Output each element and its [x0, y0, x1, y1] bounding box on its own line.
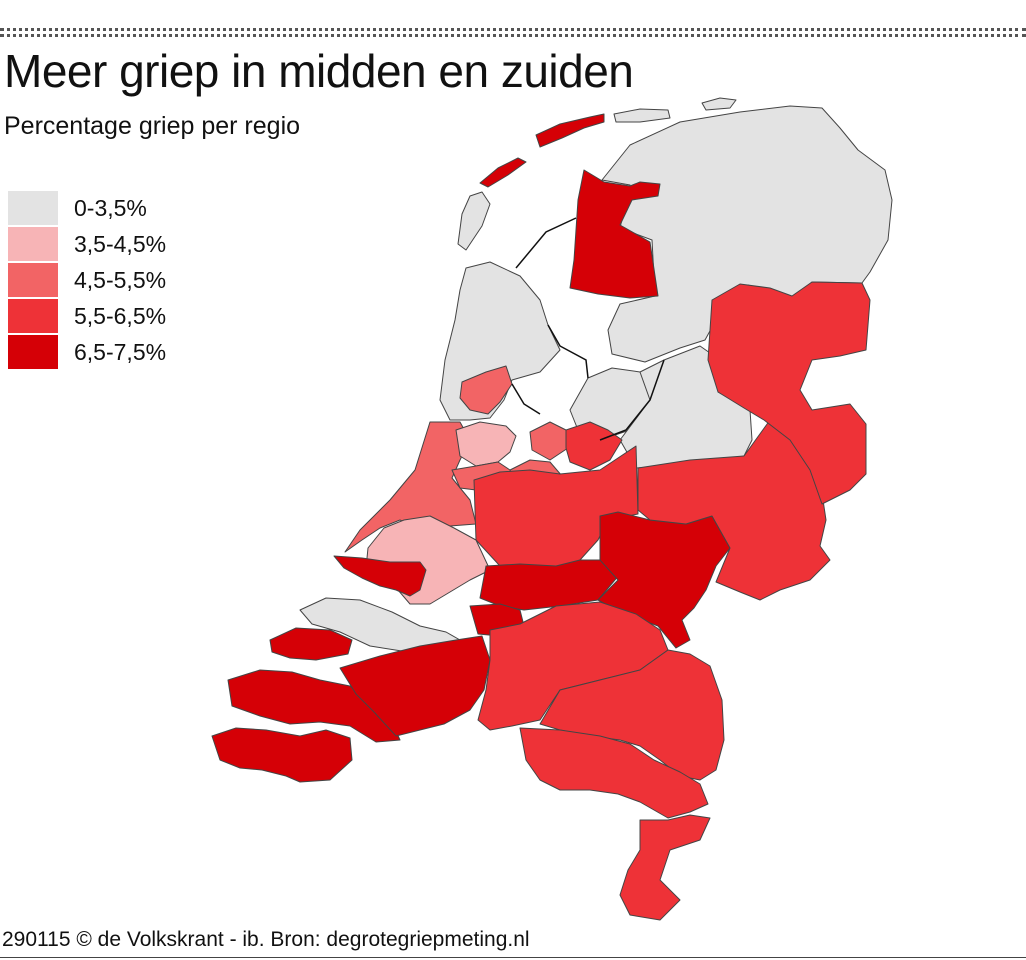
region-eindhoven: [519, 727, 709, 819]
region-ameland: [701, 97, 737, 111]
legend-swatch: [8, 191, 58, 225]
legend-label: 5,5-6,5%: [74, 302, 167, 329]
legend-item-4.5-5.5: 4,5-5,5%: [8, 262, 166, 298]
markermeer-shore: [511, 383, 541, 415]
top-dotted-rule-second: [0, 34, 1026, 37]
region-zeeuws-vlaanderen: [211, 727, 353, 783]
region-vlieland: [479, 157, 527, 188]
legend: 0-3,5% 3,5-4,5% 4,5-5,5% 5,5-6,5% 6,5-7,…: [8, 190, 166, 370]
region-schouwen: [269, 627, 353, 661]
region-terschelling: [613, 108, 671, 123]
water-outlines: [511, 217, 665, 441]
page-subtitle: Percentage griep per regio: [4, 112, 301, 140]
region-west-brabant: [339, 635, 491, 737]
region-amsterdam: [455, 421, 517, 467]
region-haarlem-area: [459, 365, 513, 415]
region-zuid-beveland: [227, 669, 401, 743]
bottom-rule: [0, 957, 1026, 958]
legend-swatch: [8, 299, 58, 333]
credit-line: 290115 © de Volkskrant - ib. Bron: degro…: [2, 928, 530, 951]
region-texel: [535, 113, 605, 148]
region-wieringen-isle: [457, 191, 491, 251]
legend-item-6.5-7.5: 6,5-7,5%: [8, 334, 166, 370]
region-eemland: [565, 421, 623, 471]
legend-label: 0-3,5%: [74, 194, 147, 221]
legend-item-5.5-6.5: 5,5-6,5%: [8, 298, 166, 334]
randmeren-line: [599, 359, 665, 441]
region-limburg-south: [619, 814, 711, 921]
region-friesland-west: [569, 169, 661, 299]
legend-swatch: [8, 335, 58, 369]
top-dotted-rule: [0, 28, 1026, 31]
region-twente: [707, 281, 871, 505]
region-gooi: [529, 421, 569, 461]
legend-swatch: [8, 263, 58, 297]
legend-swatch: [8, 227, 58, 261]
page-title: Meer griep in midden en zuiden: [4, 45, 634, 97]
afsluitdijk-line: [515, 217, 577, 269]
legend-item-3.5-4.5: 3,5-4,5%: [8, 226, 166, 262]
region-rotterdam: [365, 515, 491, 605]
ijsselmeer-shore: [547, 324, 589, 379]
legend-item-0-3.5: 0-3,5%: [8, 190, 166, 226]
region-rijnmond: [333, 555, 427, 597]
legend-label: 6,5-7,5%: [74, 338, 167, 365]
legend-label: 4,5-5,5%: [74, 266, 167, 293]
legend-label: 3,5-4,5%: [74, 230, 167, 257]
